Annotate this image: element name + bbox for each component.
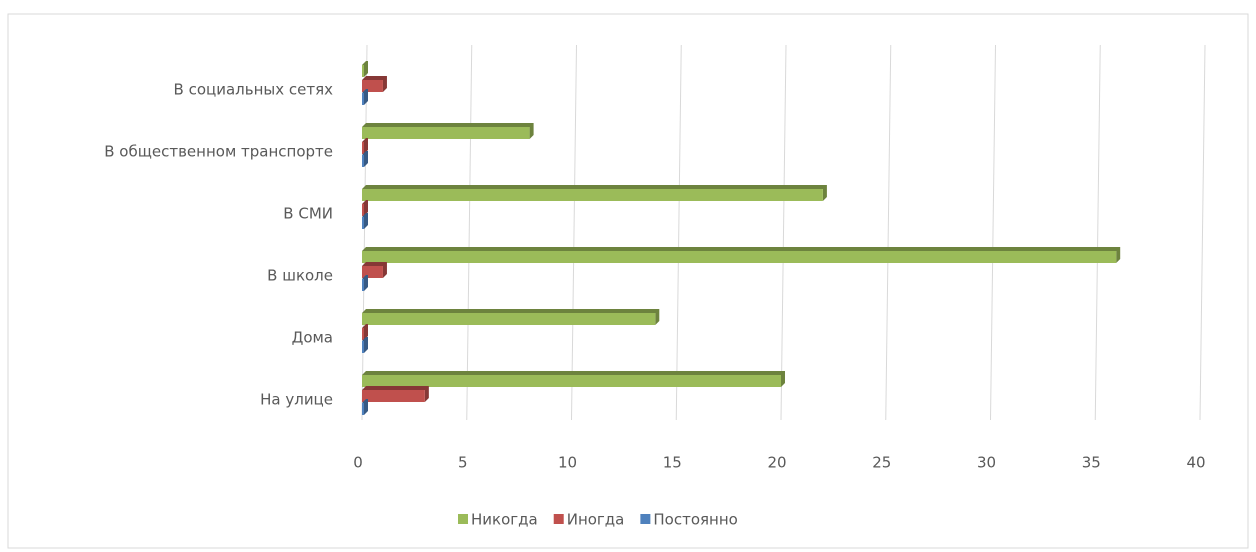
grid-line — [361, 44, 368, 421]
y-tick-label: В школе — [267, 267, 333, 285]
x-tick-label: 0 — [353, 454, 363, 472]
bar — [362, 142, 364, 154]
bar — [362, 375, 781, 387]
bar — [362, 313, 656, 325]
chart-frame — [7, 13, 1249, 549]
y-tick-label: В СМИ — [283, 205, 333, 223]
y-tick-label: На улице — [260, 391, 333, 409]
bar — [362, 328, 364, 340]
x-tick-label: 5 — [458, 454, 468, 472]
grid-line — [466, 44, 473, 421]
bar — [362, 251, 1117, 263]
legend-swatch — [553, 514, 564, 524]
x-tick-label: 30 — [977, 454, 996, 472]
grid-line — [1199, 44, 1206, 421]
grid-line — [571, 44, 577, 421]
bar — [362, 204, 364, 216]
legend-label: Никогда — [471, 511, 538, 529]
legend-swatch — [640, 514, 651, 524]
bar — [362, 155, 364, 167]
bar — [362, 403, 364, 415]
y-tick-label: В социальных сетях — [174, 81, 334, 99]
grid-line — [885, 44, 892, 421]
x-tick-label: 35 — [1082, 454, 1101, 472]
x-tick-label: 40 — [1186, 454, 1205, 472]
legend-swatch — [458, 514, 468, 524]
bar — [362, 127, 530, 139]
bar — [362, 390, 425, 402]
grid-line — [990, 44, 996, 421]
x-tick-label: 15 — [663, 454, 682, 472]
bar — [362, 341, 364, 353]
bar — [362, 217, 364, 229]
grid-line — [1094, 44, 1101, 421]
bar — [362, 189, 823, 201]
bar — [362, 65, 364, 77]
grid-line — [675, 44, 682, 421]
y-tick-label: Дома — [292, 329, 333, 347]
legend-label: Постоянно — [653, 511, 737, 529]
x-tick-label: 20 — [767, 454, 786, 472]
y-tick-label: В общественном транспорте — [104, 143, 333, 161]
grid-line — [780, 44, 787, 421]
bar — [362, 93, 364, 105]
x-tick-label: 10 — [558, 454, 577, 472]
x-tick-label: 25 — [872, 454, 891, 472]
legend-label: Иногда — [567, 511, 625, 529]
bar — [362, 279, 364, 291]
